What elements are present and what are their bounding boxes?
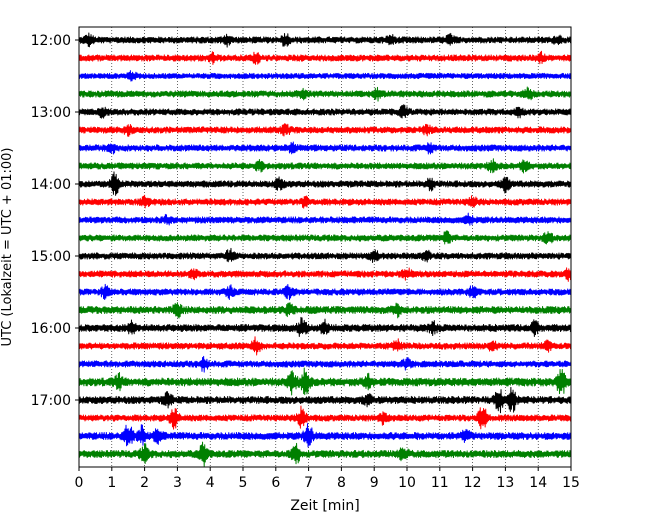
x-tick-label: 15 <box>562 475 580 491</box>
trace-1630 <box>78 355 572 373</box>
trace-1400 <box>78 171 572 196</box>
trace-1315 <box>78 123 572 137</box>
x-tick-label: 5 <box>239 475 248 491</box>
trace-1200 <box>78 32 572 48</box>
trace-1730 <box>78 423 572 448</box>
x-axis-label: Zeit [min] <box>290 498 359 514</box>
trace-1445 <box>78 230 572 245</box>
trace-1330 <box>78 141 572 155</box>
plot-frame <box>78 26 572 468</box>
trace-1245 <box>78 86 572 102</box>
x-tick-label: 6 <box>271 475 280 491</box>
trace-1345 <box>78 158 572 174</box>
x-tick-label: 14 <box>529 475 547 491</box>
trace-1530 <box>78 283 572 301</box>
trace-1645 <box>78 367 572 396</box>
trace-1600 <box>78 316 572 337</box>
y-tick-label: 12:00 <box>31 33 71 49</box>
x-tick-label: 13 <box>496 475 514 491</box>
x-tick-label: 8 <box>337 475 346 491</box>
x-tick-label: 7 <box>304 475 313 491</box>
x-axis-ticks: 0 1 2 3 4 5 6 7 8 9 10 11 12 13 14 15 <box>75 467 580 491</box>
x-tick-label: 10 <box>398 475 416 491</box>
trace-1230 <box>78 70 572 82</box>
x-tick-label: 0 <box>75 475 84 491</box>
x-tick-label: 3 <box>173 475 182 491</box>
y-tick-label: 16:00 <box>31 321 71 337</box>
x-tick-label: 11 <box>431 475 449 491</box>
y-tick-label: 14:00 <box>31 177 71 193</box>
trace-1700 <box>78 386 572 414</box>
trace-1500 <box>78 247 572 264</box>
y-tick-label: 13:00 <box>31 105 71 121</box>
traces <box>78 32 572 467</box>
y-tick-label: 17:00 <box>31 393 71 409</box>
trace-1545 <box>78 302 572 319</box>
trace-1515 <box>78 267 572 282</box>
y-axis-label: UTC (Lokalzeit = UTC + 01:00) <box>0 148 15 347</box>
trace-1430 <box>78 212 572 226</box>
x-tick-label: 4 <box>206 475 215 491</box>
trace-1415 <box>78 194 572 209</box>
trace-1745 <box>78 441 572 467</box>
trace-1300 <box>78 104 572 119</box>
grid-lines <box>111 27 539 467</box>
y-tick-label: 15:00 <box>31 249 71 265</box>
trace-1615 <box>78 336 572 356</box>
y-axis-ticks: 12:00 13:00 14:00 15:00 16:00 17:00 <box>31 33 79 409</box>
trace-1215 <box>78 50 572 65</box>
x-tick-label: 1 <box>107 475 116 491</box>
x-tick-label: 2 <box>140 475 149 491</box>
x-tick-label: 12 <box>464 475 482 491</box>
x-tick-label: 9 <box>370 475 379 491</box>
trace-1715 <box>78 405 572 430</box>
